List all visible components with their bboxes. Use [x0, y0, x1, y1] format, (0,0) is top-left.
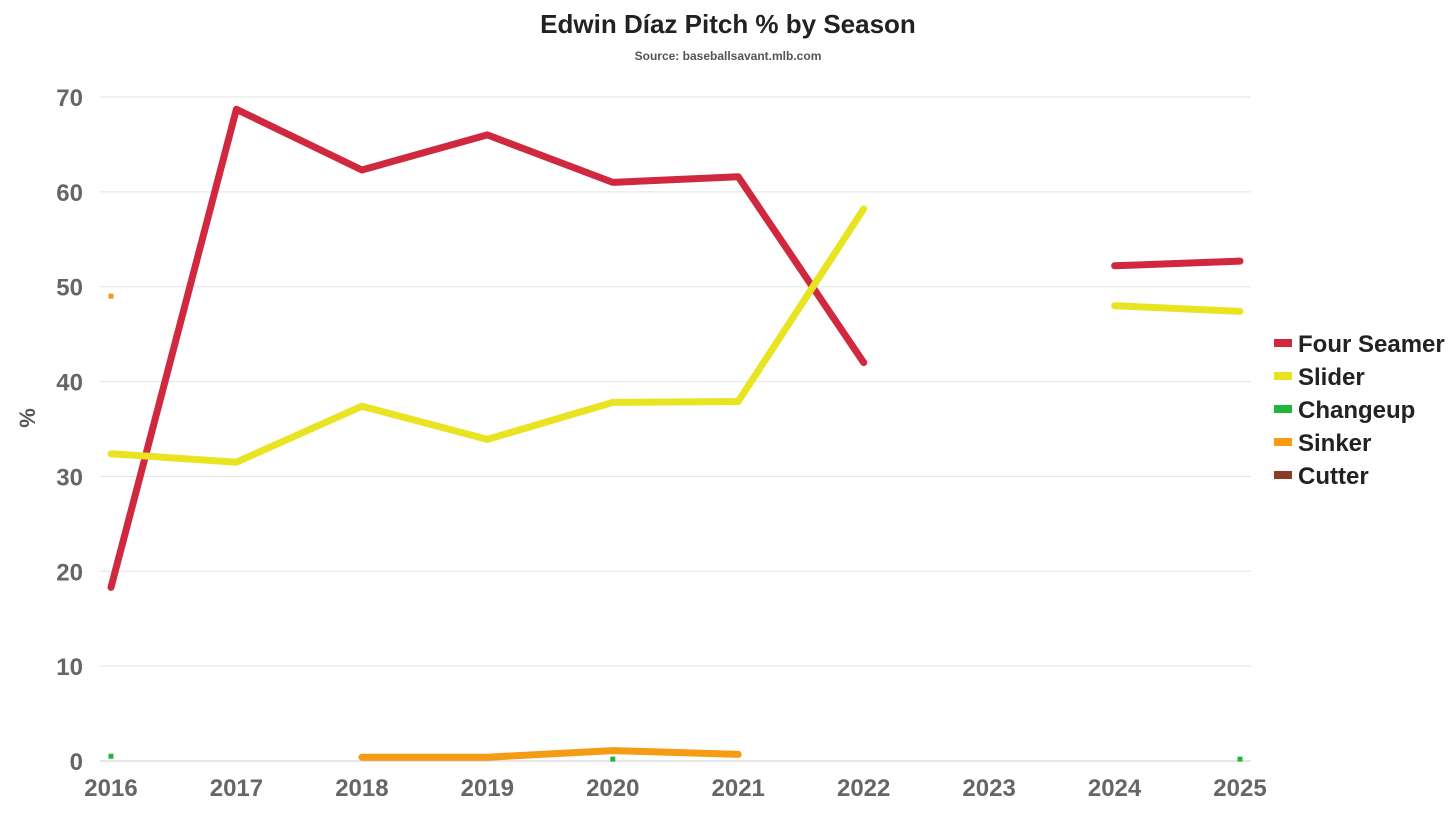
x-tick-label: 2025	[1213, 775, 1266, 802]
legend-label: Cutter	[1298, 463, 1369, 490]
legend-swatch	[1274, 471, 1292, 479]
x-tick-label: 2019	[461, 775, 514, 802]
series-line-four-seamer	[1111, 257, 1244, 270]
x-tick-label: 2018	[335, 775, 388, 802]
series-line-slider	[107, 205, 868, 466]
legend-label: Four Seamer	[1298, 331, 1445, 358]
x-axis-ticks: 2016 2017 2018 2019 2020 2021 2022 2023 2024 2025	[84, 775, 1266, 802]
x-tick-label: 2016	[84, 775, 137, 802]
series-line-four-seamer	[107, 105, 868, 591]
data-point-changeup	[1237, 756, 1243, 762]
series-line-sinker	[358, 747, 742, 761]
series-four-seamer	[107, 105, 1244, 591]
x-tick-label: 2023	[962, 775, 1015, 802]
legend-item-sinker[interactable]: Sinker	[1274, 430, 1371, 457]
legend-item-four-seamer[interactable]: Four Seamer	[1274, 331, 1445, 358]
legend-item-changeup[interactable]: Changeup	[1274, 397, 1415, 424]
series-changeup	[108, 753, 1243, 762]
data-point-changeup	[108, 753, 114, 759]
x-tick-label: 2022	[837, 775, 890, 802]
x-tick-label: 2020	[586, 775, 639, 802]
y-tick-label: 70	[56, 85, 83, 112]
legend-swatch	[1274, 405, 1292, 413]
legend-label: Sinker	[1298, 430, 1371, 457]
chart-subtitle: Source: baseballsavant.mlb.com	[635, 49, 822, 63]
legend-swatch	[1274, 438, 1292, 446]
legend-label: Changeup	[1298, 397, 1415, 424]
legend-item-cutter[interactable]: Cutter	[1274, 463, 1369, 490]
legend-label: Slider	[1298, 364, 1365, 391]
x-tick-label: 2021	[712, 775, 765, 802]
legend-swatch	[1274, 339, 1292, 347]
x-tick-label: 2024	[1088, 775, 1142, 802]
y-tick-label: 50	[56, 275, 83, 302]
legend-item-slider[interactable]: Slider	[1274, 364, 1365, 391]
y-tick-label: 20	[56, 559, 83, 586]
y-tick-label: 30	[56, 464, 83, 491]
series-lines	[107, 105, 1244, 762]
legend-swatch	[1274, 372, 1292, 380]
y-tick-label: 10	[56, 654, 83, 681]
x-tick-label: 2017	[210, 775, 263, 802]
chart-title: Edwin Díaz Pitch % by Season	[540, 9, 916, 39]
series-sinker	[108, 293, 742, 761]
y-tick-label: 60	[56, 180, 83, 207]
data-point-changeup	[610, 756, 616, 762]
y-axis-label: %	[15, 408, 40, 428]
y-axis-ticks: 0 10 20 30 40 50 60 70	[56, 85, 83, 776]
series-slider	[107, 205, 1244, 466]
y-tick-label: 40	[56, 370, 83, 397]
gridlines	[100, 96, 1251, 762]
y-tick-label: 0	[70, 749, 83, 776]
data-point-sinker	[108, 293, 114, 299]
series-line-slider	[1111, 302, 1244, 315]
legend: Four Seamer Slider Changeup Sinker Cutter	[1274, 331, 1445, 490]
